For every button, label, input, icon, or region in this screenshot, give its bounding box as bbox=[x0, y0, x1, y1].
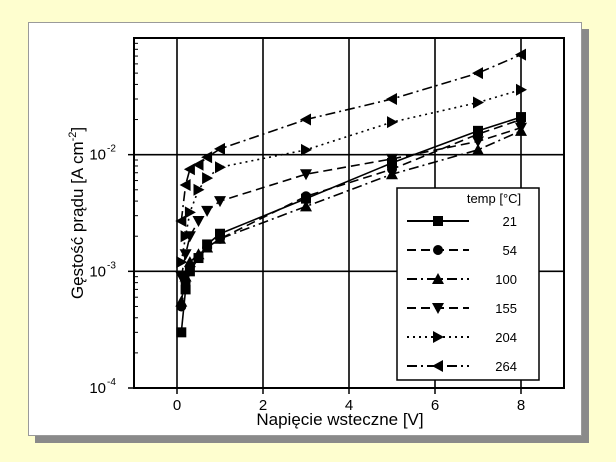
data-point bbox=[201, 151, 213, 164]
data-point bbox=[192, 158, 204, 171]
legend-marker bbox=[433, 331, 444, 343]
x-tick-label: 8 bbox=[517, 397, 525, 414]
x-tick-label: 2 bbox=[259, 397, 267, 414]
data-point bbox=[175, 271, 188, 283]
series-155 bbox=[175, 122, 527, 283]
data-point bbox=[472, 136, 484, 148]
legend-marker bbox=[432, 303, 444, 314]
legend-marker bbox=[432, 273, 444, 284]
y-tick-label: 10 bbox=[89, 147, 106, 164]
data-point bbox=[176, 256, 188, 269]
data-point bbox=[386, 168, 398, 180]
y-tick-label-exponent: -2 bbox=[107, 144, 116, 155]
x-tick-label: 6 bbox=[431, 397, 439, 414]
data-point bbox=[215, 161, 226, 174]
data-point bbox=[300, 200, 312, 212]
data-point bbox=[301, 191, 311, 202]
x-tick-label: 4 bbox=[345, 397, 353, 414]
legend-label: 264 bbox=[495, 359, 517, 374]
data-point bbox=[472, 67, 483, 80]
data-point bbox=[300, 169, 312, 181]
data-point bbox=[192, 216, 205, 228]
series-group bbox=[175, 48, 527, 338]
data-point bbox=[192, 248, 205, 260]
data-point bbox=[202, 172, 214, 185]
legend-title: temp [°C] bbox=[467, 191, 521, 206]
y-tick-label: 10 bbox=[89, 380, 106, 397]
y-axis-title: Gęstość prądu [A cm-2] bbox=[67, 127, 87, 299]
legend-marker bbox=[433, 245, 443, 255]
y-tick-label: 10 bbox=[89, 263, 106, 280]
data-point bbox=[516, 114, 526, 125]
data-point bbox=[516, 83, 527, 96]
legend: temp [°C] 21 54 100 155 204 264 bbox=[396, 187, 540, 381]
data-point bbox=[179, 178, 191, 191]
data-point bbox=[176, 327, 187, 338]
legend-entry-100: 100 bbox=[407, 272, 517, 287]
data-point bbox=[183, 256, 196, 268]
data-point bbox=[387, 116, 398, 129]
x-axis-title: Napięcie wsteczne [V] bbox=[256, 410, 423, 429]
chart-figure: 0 2 4 6 8 10 -4 10 -3 10 -2 Napięcie wsteczne [V] … bbox=[28, 22, 582, 436]
legend-label: 204 bbox=[495, 330, 517, 345]
legend-entry-204: 204 bbox=[407, 330, 517, 345]
data-point bbox=[515, 122, 527, 134]
data-point bbox=[214, 196, 226, 208]
data-point bbox=[201, 205, 214, 217]
data-point bbox=[179, 249, 192, 261]
data-point bbox=[201, 241, 214, 253]
legend-marker bbox=[433, 216, 443, 226]
legend-entry-21: 21 bbox=[407, 214, 517, 229]
y-tick-label-exponent: -3 bbox=[107, 260, 116, 271]
chart-svg: 0 2 4 6 810-410-310-2 Napięcie wsteczne [V] … bbox=[67, 37, 565, 429]
legend-entry-155: 155 bbox=[407, 301, 517, 316]
legend-label: 54 bbox=[503, 243, 517, 258]
axis-ticks: 0 2 4 6 810-410-310-2 bbox=[89, 42, 525, 414]
series-line bbox=[180, 53, 522, 222]
data-point bbox=[301, 143, 312, 156]
data-point bbox=[193, 183, 205, 196]
series-100 bbox=[175, 124, 527, 307]
legend-entry-54: 54 bbox=[407, 243, 517, 258]
legend-marker bbox=[432, 360, 443, 372]
data-point bbox=[386, 153, 398, 165]
data-point bbox=[183, 163, 195, 176]
data-point bbox=[214, 142, 225, 155]
data-point bbox=[175, 215, 187, 228]
x-tick-label: 0 bbox=[173, 397, 181, 414]
legend-box bbox=[396, 187, 540, 381]
data-point bbox=[175, 295, 188, 307]
legend-label: 100 bbox=[495, 272, 517, 287]
data-point bbox=[472, 143, 484, 155]
series-204 bbox=[176, 83, 527, 269]
series-line bbox=[180, 88, 522, 263]
data-point bbox=[515, 48, 526, 61]
series-264 bbox=[175, 48, 526, 228]
legend-entry-264: 264 bbox=[407, 359, 517, 374]
data-point bbox=[473, 96, 484, 109]
data-point bbox=[184, 206, 196, 219]
series-line bbox=[180, 127, 522, 277]
y-axis-title-main: Gęstość prądu [A cm bbox=[68, 141, 87, 299]
series-line bbox=[180, 130, 522, 302]
series-line bbox=[180, 118, 522, 307]
y-axis-title-close: ] bbox=[68, 127, 87, 132]
data-point bbox=[386, 93, 397, 106]
legend-label: 21 bbox=[503, 214, 517, 229]
y-tick-label-exponent: -4 bbox=[107, 377, 116, 388]
data-point bbox=[300, 113, 311, 126]
data-point bbox=[214, 232, 226, 244]
legend-label: 155 bbox=[495, 301, 517, 316]
data-point bbox=[180, 230, 192, 243]
y-axis-title-sup: -2 bbox=[67, 132, 79, 142]
data-point bbox=[180, 284, 191, 295]
